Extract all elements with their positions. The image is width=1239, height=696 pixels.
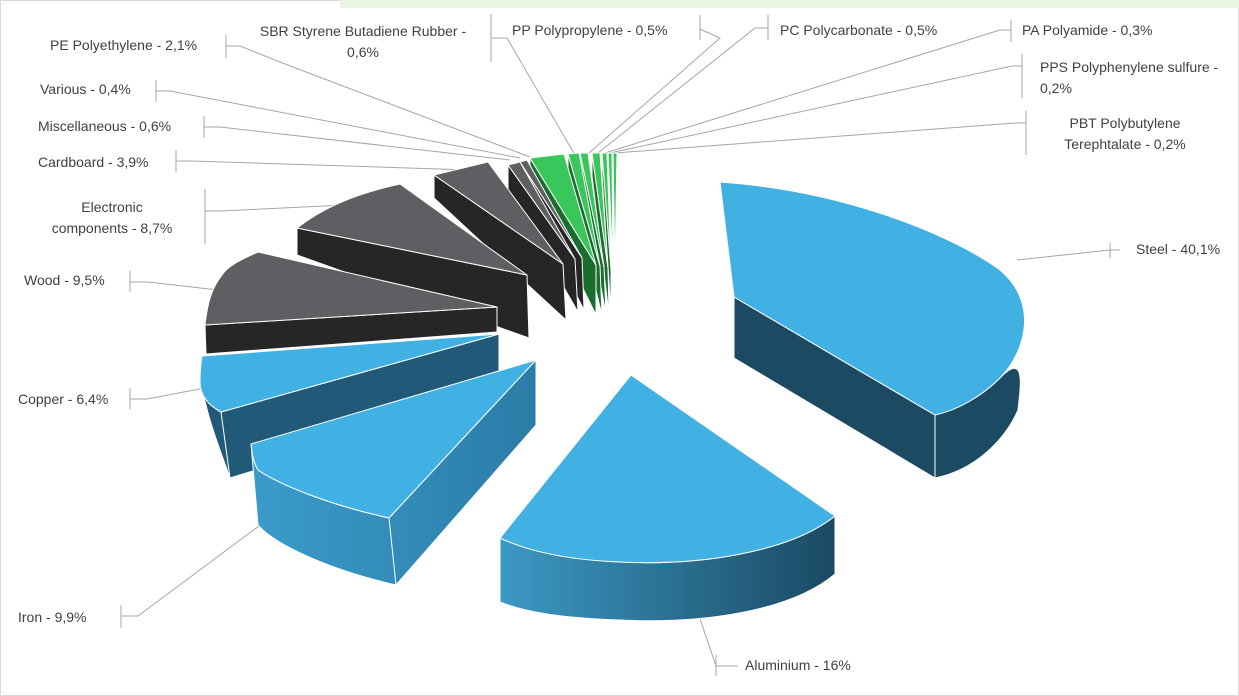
leader-line-pc-polycarbonate <box>597 27 768 154</box>
slice-pbt-polybutylene-terephtalate[interactable] <box>612 152 618 313</box>
slice-top-cardboard <box>432 161 564 265</box>
slice-top-pa-polyamide <box>601 152 612 270</box>
data-label-wood: Wood - 9,5% <box>24 272 105 288</box>
data-label-pa-polyamide: PA Polyamide - 0,3% <box>1022 22 1152 38</box>
slice-pa-polyamide[interactable] <box>601 152 612 314</box>
leader-line-iron <box>121 487 311 617</box>
leader-line-miscellaneous <box>204 126 511 161</box>
slice-top-iron <box>250 359 538 519</box>
slice-aluminium[interactable] <box>499 374 836 622</box>
slice-top-pc-polycarbonate <box>591 152 609 269</box>
data-label-miscellaneous: Miscellaneous - 0,6% <box>38 118 171 134</box>
leader-line-pps-polyphenylene-sulfure <box>609 65 1022 154</box>
slice-cardboard[interactable] <box>432 161 567 322</box>
data-label-pp-polypropylene: PP Polypropylene - 0,5% <box>512 22 667 38</box>
leader-line-electronic-components <box>205 204 346 212</box>
slice-top-pps-polyphenylene-sulfure <box>607 152 614 271</box>
data-label-copper: Copper - 6,4% <box>18 391 108 407</box>
slice-wood[interactable] <box>204 251 498 355</box>
leader-line-cardboard <box>176 160 471 171</box>
slice-iron[interactable] <box>250 358 538 587</box>
data-label-aluminium: Aluminium - 16% <box>745 657 851 673</box>
slice-top-aluminium <box>499 374 836 564</box>
slice-top-electronic-components <box>295 183 528 276</box>
leader-line-sbr-styrene-butadiene-rubber <box>491 37 576 156</box>
data-label-various: Various - 0,4% <box>40 81 131 97</box>
slice-top-steel <box>719 181 1025 416</box>
slice-top-sbr-styrene-butadiene-rubber <box>567 152 601 267</box>
slice-top-pp-polypropylene <box>579 152 605 268</box>
data-label-pbt-polybutylene-terephtalate: PBT Polybutylene Terephtalate - 0,2% <box>1064 115 1185 152</box>
data-label-pe-polyethylene: PE Polyethylene - 2,1% <box>50 37 197 53</box>
slice-top-pbt-polybutylene-terephtalate <box>612 152 618 271</box>
data-label-sbr-styrene-butadiene-rubber: SBR Styrene Butadiene Rubber -0,6% <box>260 23 467 60</box>
data-label-steel: Steel - 40,1% <box>1136 241 1220 257</box>
slice-top-copper <box>199 333 500 413</box>
data-label-electronic-components: Electronic components - 8,7% <box>52 199 173 236</box>
data-label-cardboard: Cardboard - 3,9% <box>38 154 149 170</box>
leader-line-copper <box>130 387 206 400</box>
slice-top-miscellaneous <box>507 161 576 260</box>
slice-top-pe-polyethylene <box>529 153 597 266</box>
slice-top-wood <box>204 251 498 326</box>
slice-steel[interactable] <box>719 181 1025 479</box>
leader-line-wood <box>130 281 219 291</box>
data-label-pc-polycarbonate: PC Polycarbonate - 0,5% <box>780 22 937 38</box>
leader-line-various <box>156 90 521 159</box>
slice-top-various <box>519 159 583 259</box>
leader-line-pe-polyethylene <box>226 45 531 158</box>
leader-line-pa-polyamide <box>604 29 1011 154</box>
leader-line-pp-polypropylene <box>588 28 721 154</box>
data-label-pps-polyphenylene-sulfure: PPS Polyphenylene sulfure -0,2% <box>1040 59 1219 96</box>
data-label-iron: Iron - 9,9% <box>18 609 86 625</box>
leader-line-steel <box>1016 243 1111 261</box>
leader-line-pbt-polybutylene-terephtalate <box>614 122 1026 154</box>
top-strip <box>340 0 1239 8</box>
